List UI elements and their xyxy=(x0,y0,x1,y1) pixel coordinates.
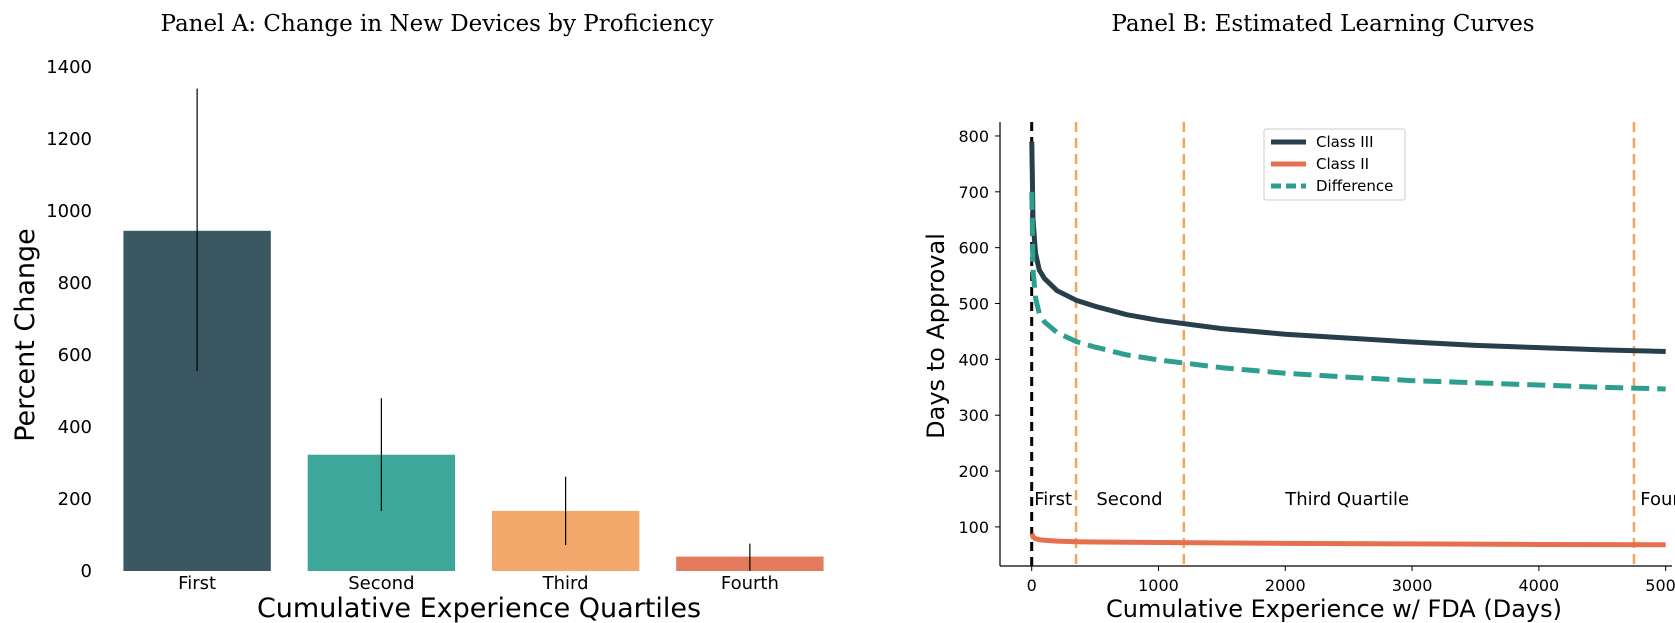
legend-label: Difference xyxy=(1316,177,1393,195)
y-tick-label: 400 xyxy=(58,417,92,438)
series-line-class-ii xyxy=(1029,532,1666,548)
y-tick-label: 500 xyxy=(958,295,989,314)
panel-b-annotations: First Second Third Quartile Fourth xyxy=(1034,489,1675,510)
series-line-class-iii xyxy=(1029,141,1666,354)
panel-b: Panel B: Estimated Learning Curves Cumul… xyxy=(922,11,1675,623)
panel-a-x-ticks: First Second Third Fourth xyxy=(178,573,779,594)
quartile-annotation: First xyxy=(1034,489,1072,510)
panel-a-xlabel: Cumulative Experience Quartiles xyxy=(257,593,701,623)
panel-b-title: Panel B: Estimated Learning Curves xyxy=(1111,11,1534,37)
y-tick-label: 700 xyxy=(958,183,989,202)
panel-b-x-ticks: 0 1000 2000 3000 4000 5000 xyxy=(1027,566,1675,595)
panel-a: Panel A: Change in New Devices by Profic… xyxy=(10,11,824,623)
quartile-annotation: Third Quartile xyxy=(1284,489,1409,510)
panel-a-title: Panel A: Change in New Devices by Profic… xyxy=(161,11,714,37)
x-tick-label: Third xyxy=(542,573,589,594)
panel-a-bars xyxy=(123,230,824,572)
x-tick-label: First xyxy=(178,573,216,594)
x-tick-label: 3000 xyxy=(1392,576,1433,595)
legend-label: Class III xyxy=(1316,133,1374,151)
x-tick-label: Fourth xyxy=(721,573,779,594)
y-tick-label: 600 xyxy=(58,345,92,366)
y-tick-label: 100 xyxy=(958,518,989,537)
x-tick-label: 0 xyxy=(1027,576,1037,595)
y-tick-label: 800 xyxy=(58,273,92,294)
y-tick-label: 800 xyxy=(958,127,989,146)
y-tick-label: 0 xyxy=(81,561,92,582)
quartile-annotation: Fourth xyxy=(1640,489,1675,510)
panel-a-y-ticks: 0 200 400 600 800 1000 1200 1400 xyxy=(46,57,92,582)
panel-b-y-ticks: 100 200 300 400 500 600 700 800 xyxy=(958,127,1000,537)
y-tick-label: 200 xyxy=(58,489,92,510)
panel-b-series xyxy=(1029,141,1666,548)
y-tick-label: 400 xyxy=(958,350,989,369)
legend-label: Class II xyxy=(1316,155,1369,173)
y-tick-label: 600 xyxy=(958,239,989,258)
x-tick-label: 2000 xyxy=(1265,576,1306,595)
x-tick-label: Second xyxy=(348,573,414,594)
panel-a-error-bars xyxy=(196,88,751,571)
quartile-annotation: Second xyxy=(1096,489,1162,510)
panel-b-legend: Class III Class II Difference xyxy=(1263,128,1406,201)
panel-a-ylabel: Percent Change xyxy=(10,228,41,442)
panel-b-ylabel: Days to Approval xyxy=(922,233,950,439)
y-tick-label: 1400 xyxy=(46,57,92,78)
panel-b-xlabel: Cumulative Experience w/ FDA (Days) xyxy=(1106,595,1562,623)
legend-frame xyxy=(1263,128,1406,201)
y-tick-label: 1200 xyxy=(46,129,92,150)
x-tick-label: 1000 xyxy=(1138,576,1179,595)
x-tick-label: 5000 xyxy=(1645,576,1675,595)
y-tick-label: 1000 xyxy=(46,201,92,222)
panel-b-quartile-lines xyxy=(1030,122,1636,566)
y-tick-label: 200 xyxy=(958,462,989,481)
y-tick-label: 300 xyxy=(958,406,989,425)
series-line-difference xyxy=(1029,191,1666,392)
x-tick-label: 4000 xyxy=(1519,576,1560,595)
